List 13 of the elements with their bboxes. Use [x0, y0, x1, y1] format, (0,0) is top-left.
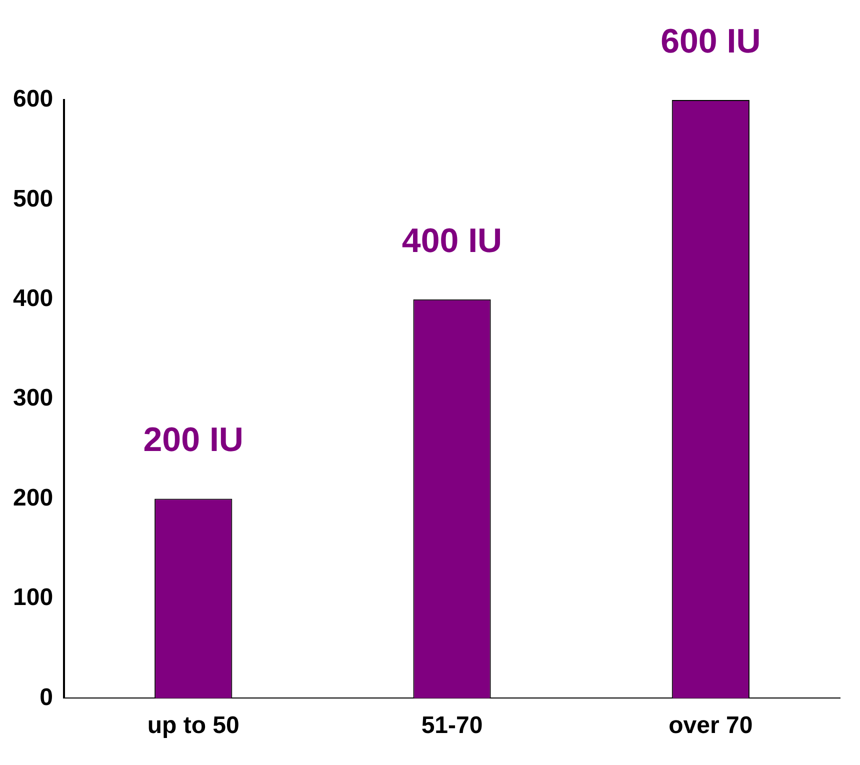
y-tick-label: 500: [12, 185, 54, 212]
x-tick-label: over 70: [668, 712, 753, 740]
data-label: 400 IU: [402, 222, 502, 260]
y-tick-label: 100: [12, 584, 54, 612]
data-label: 600 IU: [660, 22, 761, 60]
data-label: 200 IU: [143, 421, 244, 460]
x-tick-label: up to 50: [147, 712, 240, 740]
x-tick-label: 51-70: [421, 712, 483, 740]
y-tick-label: 300: [12, 384, 54, 412]
y-tick-label: 400: [12, 285, 54, 312]
y-tick-label: 600: [12, 86, 54, 113]
y-tick-label: 200: [12, 484, 54, 512]
y-tick-label: 0: [40, 684, 54, 711]
